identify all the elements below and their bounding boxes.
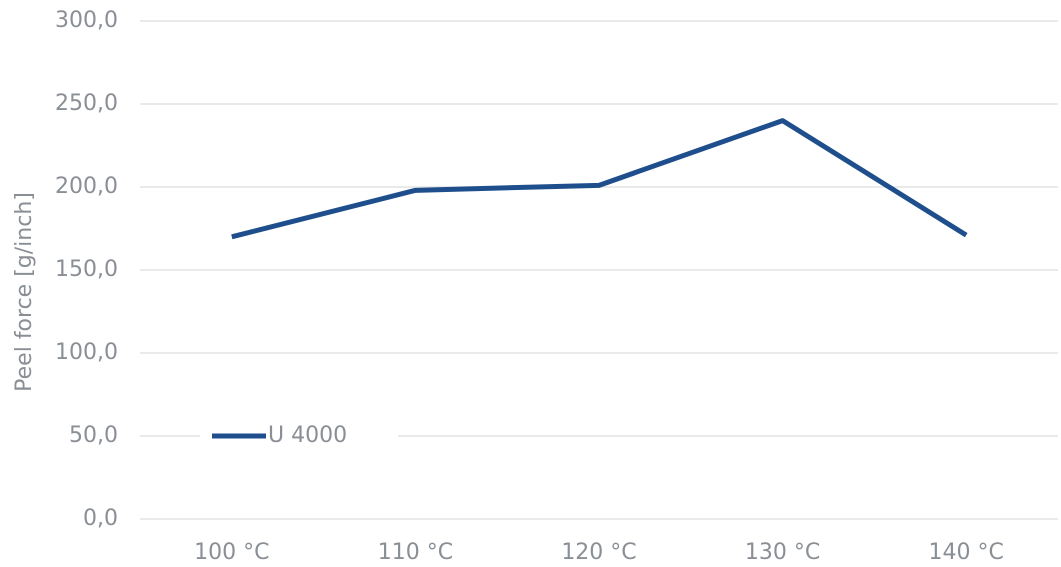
data-line bbox=[231, 118, 968, 240]
y-axis-label: Peel force [g/inch] bbox=[12, 192, 37, 392]
y-tick-label: 50,0 bbox=[69, 423, 118, 448]
y-tick-label: 150,0 bbox=[55, 257, 118, 282]
y-tick-label: 100,0 bbox=[55, 340, 118, 365]
y-tick-label: 200,0 bbox=[55, 174, 118, 199]
x-tick-label: 140 °C bbox=[929, 540, 1004, 565]
y-tick-label: 300,0 bbox=[55, 8, 118, 33]
y-tick-label: 0,0 bbox=[83, 506, 118, 531]
x-tick-label: 130 °C bbox=[745, 540, 820, 565]
y-tick-label: 250,0 bbox=[55, 91, 118, 116]
x-tick-label: 100 °C bbox=[194, 540, 269, 565]
legend-label: U 4000 bbox=[268, 423, 347, 448]
x-tick-label: 120 °C bbox=[561, 540, 636, 565]
x-tick-label: 110 °C bbox=[378, 540, 453, 565]
